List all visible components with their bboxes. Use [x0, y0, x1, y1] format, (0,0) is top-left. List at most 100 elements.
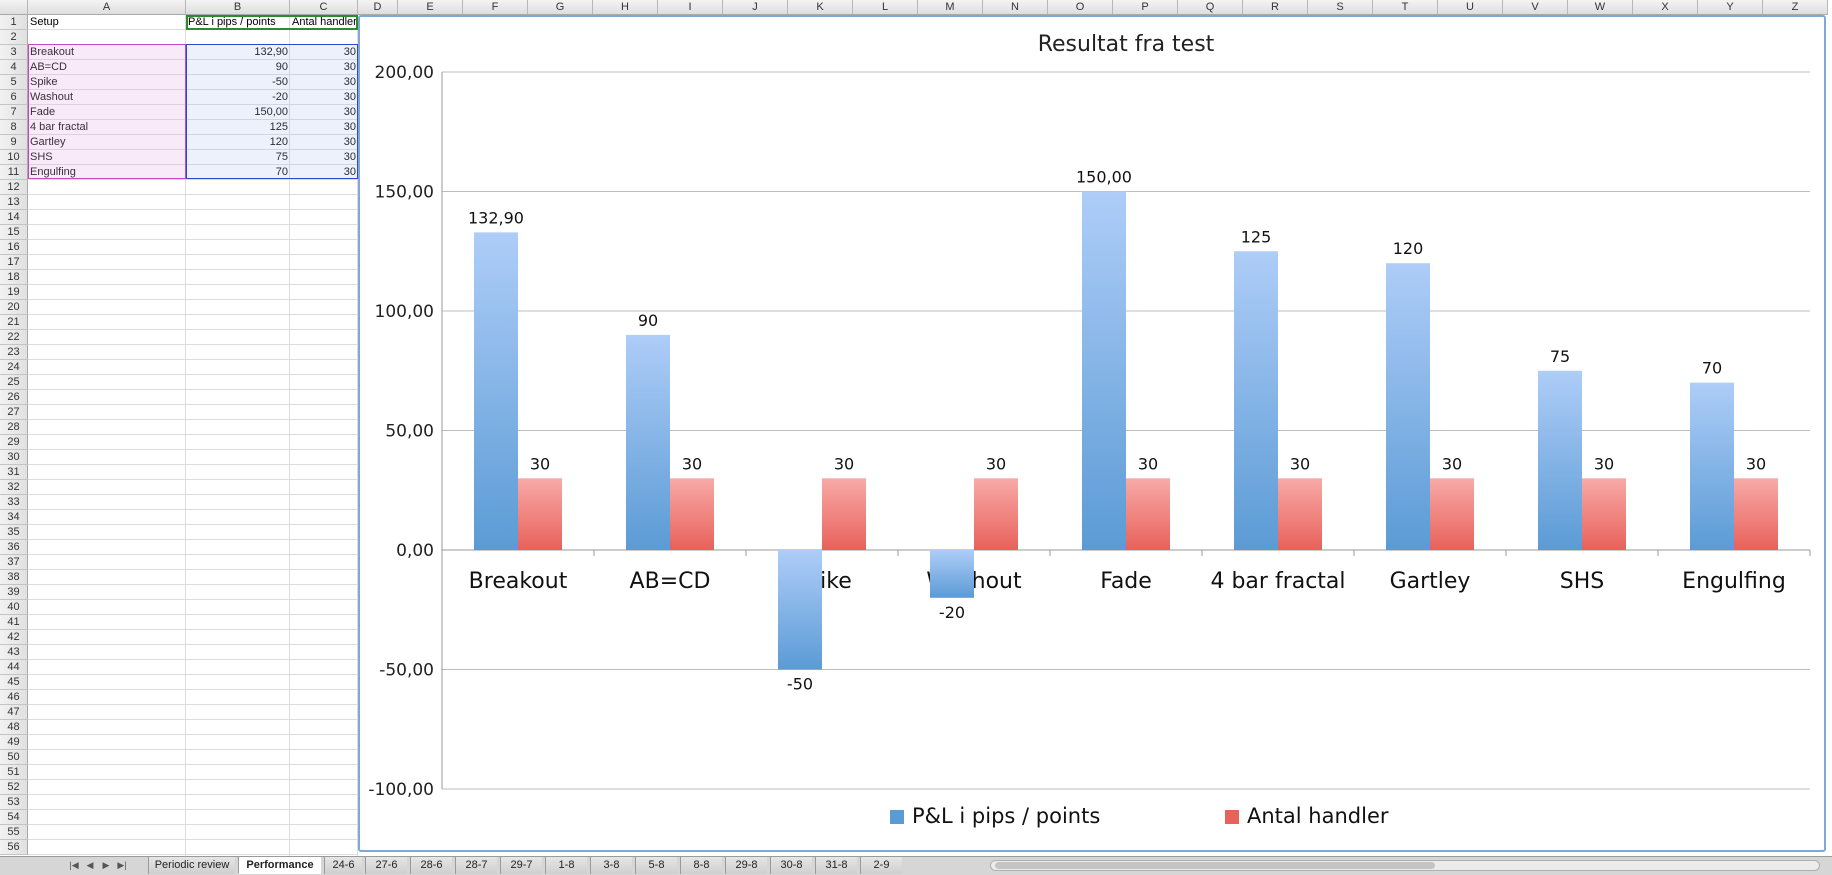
cell-a1[interactable]: Setup	[30, 16, 59, 28]
cell-a11[interactable]: Engulfing	[30, 166, 76, 178]
column-header[interactable]: I	[658, 0, 723, 15]
column-header[interactable]: D	[358, 0, 398, 15]
cell-c3[interactable]: 30	[343, 46, 356, 58]
row-header[interactable]: 24	[0, 360, 28, 375]
cell-c4[interactable]: 30	[343, 61, 356, 73]
row-header[interactable]: 27	[0, 405, 28, 420]
row-header[interactable]: 6	[0, 90, 28, 105]
row-header[interactable]: 56	[0, 840, 28, 855]
row-header[interactable]: 18	[0, 270, 28, 285]
column-header[interactable]: U	[1438, 0, 1503, 15]
sheet-tab[interactable]: 28-7	[455, 857, 497, 874]
cell-a4[interactable]: AB=CD	[30, 61, 67, 73]
row-header[interactable]: 3	[0, 45, 28, 60]
cell-a3[interactable]: Breakout	[30, 46, 75, 58]
cell-b7[interactable]: 150,00	[254, 106, 288, 118]
cell-c5[interactable]: 30	[343, 76, 356, 88]
sheet-tab[interactable]: 28-6	[410, 857, 452, 874]
next-sheet-icon[interactable]: ▶	[102, 860, 110, 870]
row-header[interactable]: 10	[0, 150, 28, 165]
row-header[interactable]: 36	[0, 540, 28, 555]
sheet-tab[interactable]: Periodic review	[148, 857, 235, 874]
row-header[interactable]: 49	[0, 735, 28, 750]
cell-b8[interactable]: 125	[269, 121, 288, 133]
column-header[interactable]: L	[853, 0, 918, 15]
row-header[interactable]: 51	[0, 765, 28, 780]
row-header[interactable]: 50	[0, 750, 28, 765]
row-header[interactable]: 14	[0, 210, 28, 225]
cell-b6[interactable]: -20	[272, 91, 288, 103]
column-header[interactable]: C	[290, 0, 358, 15]
sheet-tab[interactable]: 8-8	[680, 857, 722, 874]
row-header[interactable]: 5	[0, 75, 28, 90]
row-header[interactable]: 20	[0, 300, 28, 315]
horizontal-scrollbar[interactable]	[990, 860, 1820, 871]
row-header[interactable]: 44	[0, 660, 28, 675]
column-header[interactable]: E	[398, 0, 463, 15]
cell-b10[interactable]: 75	[275, 151, 288, 163]
cell-c7[interactable]: 30	[343, 106, 356, 118]
row-header[interactable]: 23	[0, 345, 28, 360]
row-header[interactable]: 48	[0, 720, 28, 735]
row-header[interactable]: 33	[0, 495, 28, 510]
cell-c8[interactable]: 30	[343, 121, 356, 133]
column-header[interactable]: O	[1048, 0, 1113, 15]
row-header[interactable]: 16	[0, 240, 28, 255]
column-header[interactable]: S	[1308, 0, 1373, 15]
prev-sheet-icon[interactable]: ◀	[86, 860, 94, 870]
row-header[interactable]: 17	[0, 255, 28, 270]
row-header[interactable]: 1	[0, 15, 28, 30]
column-header[interactable]: N	[983, 0, 1048, 15]
sheet-tab[interactable]: 29-7	[500, 857, 542, 874]
column-header[interactable]: Q	[1178, 0, 1243, 15]
row-header[interactable]: 15	[0, 225, 28, 240]
row-header[interactable]: 28	[0, 420, 28, 435]
first-sheet-icon[interactable]: |◀	[69, 860, 79, 870]
row-header[interactable]: 54	[0, 810, 28, 825]
column-header[interactable]: H	[593, 0, 658, 15]
cell-a8[interactable]: 4 bar fractal	[30, 121, 89, 133]
cell-c6[interactable]: 30	[343, 91, 356, 103]
row-header[interactable]: 31	[0, 465, 28, 480]
row-header[interactable]: 40	[0, 600, 28, 615]
cell-b3[interactable]: 132,90	[254, 46, 288, 58]
column-header[interactable]: B	[186, 0, 290, 15]
row-header[interactable]: 34	[0, 510, 28, 525]
column-header[interactable]: J	[723, 0, 788, 15]
row-header[interactable]: 45	[0, 675, 28, 690]
column-header[interactable]: W	[1568, 0, 1633, 15]
row-header[interactable]: 41	[0, 615, 28, 630]
cell-c11[interactable]: 30	[343, 166, 356, 178]
cell-a5[interactable]: Spike	[30, 76, 58, 88]
row-header[interactable]: 46	[0, 690, 28, 705]
column-header[interactable]: V	[1503, 0, 1568, 15]
cell-a9[interactable]: Gartley	[30, 136, 66, 148]
column-header[interactable]: X	[1633, 0, 1698, 15]
sheet-tab[interactable]: Performance	[238, 857, 321, 874]
row-header[interactable]: 30	[0, 450, 28, 465]
cell-b4[interactable]: 90	[275, 61, 288, 73]
row-header[interactable]: 39	[0, 585, 28, 600]
row-header[interactable]: 29	[0, 435, 28, 450]
row-header[interactable]: 11	[0, 165, 28, 180]
select-all-corner[interactable]	[0, 0, 28, 15]
cell-c1[interactable]: Antal handler	[292, 16, 357, 28]
row-header[interactable]: 43	[0, 645, 28, 660]
column-header[interactable]: Y	[1698, 0, 1763, 15]
row-header[interactable]: 37	[0, 555, 28, 570]
sheet-tab[interactable]: 29-8	[725, 857, 767, 874]
sheet-tab[interactable]: 30-8	[770, 857, 812, 874]
cell-b5[interactable]: -50	[272, 76, 288, 88]
column-header[interactable]: P	[1113, 0, 1178, 15]
row-header[interactable]: 19	[0, 285, 28, 300]
scrollbar-thumb[interactable]	[995, 862, 1435, 869]
sheet-tab[interactable]: 3-8	[590, 857, 632, 874]
column-header[interactable]: R	[1243, 0, 1308, 15]
column-header[interactable]: G	[528, 0, 593, 15]
sheet-tab[interactable]: 31-8	[815, 857, 857, 874]
row-header[interactable]: 42	[0, 630, 28, 645]
sheet-tab[interactable]: 27-6	[365, 857, 407, 874]
row-header[interactable]: 55	[0, 825, 28, 840]
cell-a10[interactable]: SHS	[30, 151, 53, 163]
